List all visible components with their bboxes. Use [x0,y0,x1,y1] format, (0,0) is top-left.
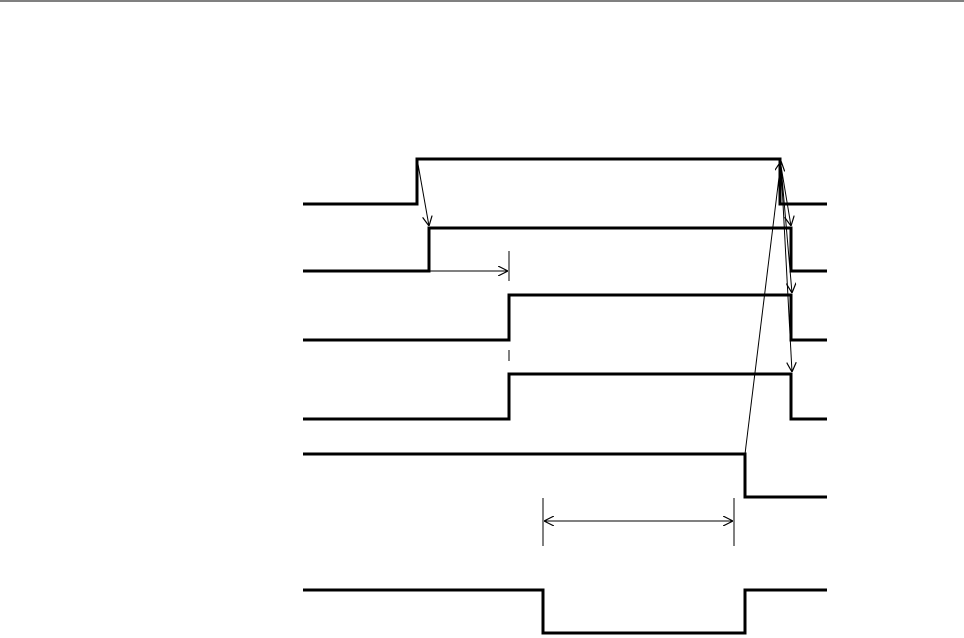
signal-3 [303,293,827,342]
signal-6 [303,588,827,635]
signal-1 [303,157,827,206]
causal-arrow [780,165,792,293]
causal-arrow [780,165,792,372]
causal-arrow [744,161,781,455]
causal-arrow [780,165,791,226]
signal-5 [303,452,827,499]
signal-2 [303,226,827,273]
causal-arrow [417,163,429,226]
signal-4 [303,372,827,421]
